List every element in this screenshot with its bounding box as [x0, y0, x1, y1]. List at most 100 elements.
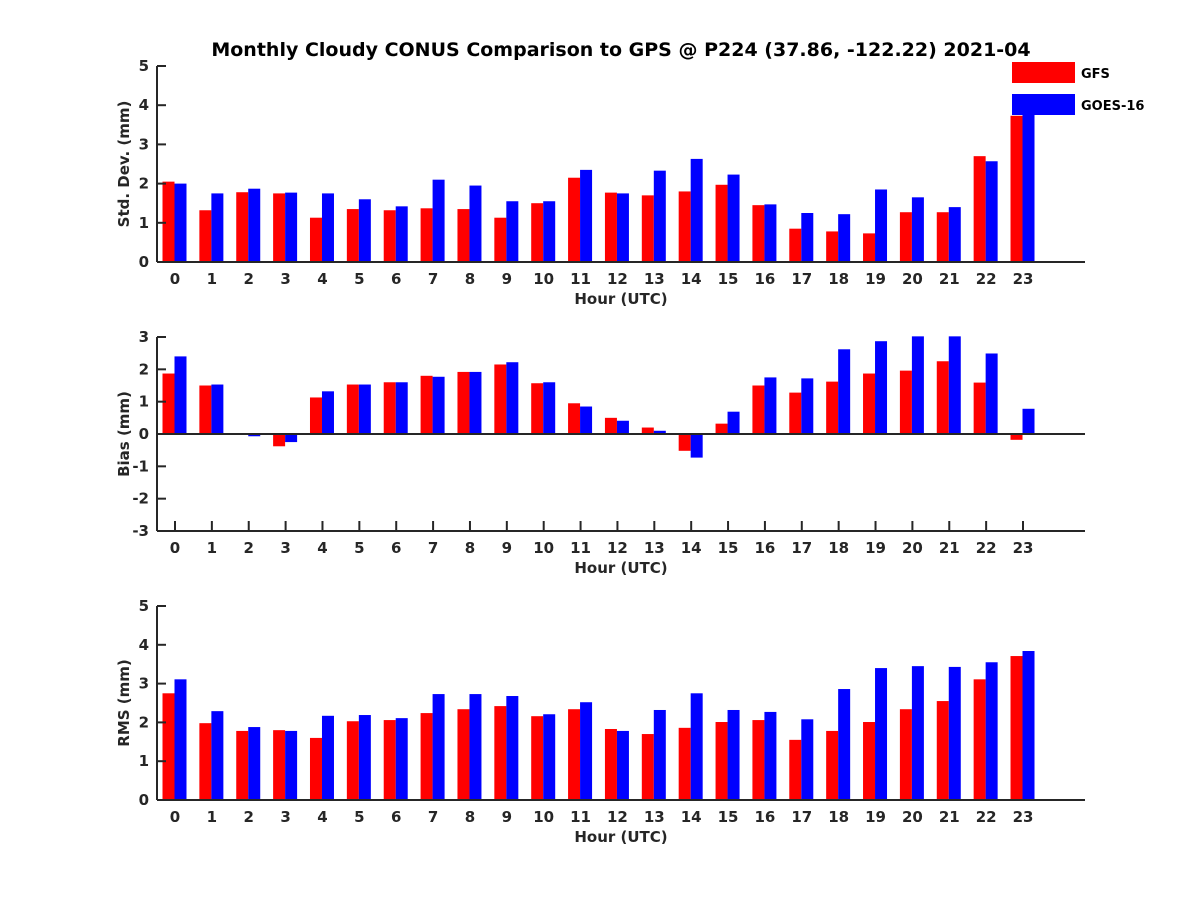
y-tick-label: -1: [132, 457, 149, 475]
bar-gfs-hour-1: [199, 723, 212, 800]
bar-goes16-hour-9: [506, 696, 519, 800]
y-tick-label: 3: [139, 675, 149, 693]
bar-goes16-hour-11: [580, 702, 593, 800]
bar-goes16-hour-21: [948, 207, 961, 262]
bar-gfs-hour-19: [863, 233, 876, 262]
x-tick-label: 15: [718, 539, 739, 557]
y-tick-label: 1: [139, 393, 149, 411]
bar-goes16-hour-5: [358, 715, 371, 800]
bar-gfs-hour-13: [641, 427, 654, 434]
bar-gfs-hour-4: [309, 217, 322, 262]
bar-goes16-hour-7: [432, 694, 445, 800]
bar-goes16-hour-21: [948, 666, 961, 800]
bar-goes16-hour-10: [543, 714, 556, 800]
bar-gfs-hour-10: [531, 716, 544, 800]
x-tick-label: 21: [939, 808, 960, 826]
y-tick-label: 2: [139, 713, 149, 731]
y-tick-label: -2: [132, 490, 149, 508]
bar-goes16-hour-8: [469, 694, 482, 800]
x-tick-label: 20: [902, 539, 923, 557]
bar-gfs-hour-9: [494, 217, 507, 262]
bar-gfs-hour-16: [752, 720, 765, 800]
x-tick-label: 4: [317, 270, 327, 288]
bar-goes16-hour-17: [801, 213, 814, 262]
x-tick-label: 0: [170, 270, 180, 288]
x-tick-label: 0: [170, 808, 180, 826]
bar-goes16-hour-15: [727, 709, 740, 800]
bar-goes16-hour-0: [174, 356, 187, 434]
bar-gfs-hour-5: [346, 209, 359, 262]
bar-gfs-hour-18: [826, 381, 839, 434]
x-tick-label: 13: [644, 270, 665, 288]
bar-goes16-hour-13: [653, 430, 666, 434]
y-tick-label: 5: [139, 57, 149, 75]
bar-gfs-hour-0: [162, 693, 175, 800]
bar-goes16-hour-14: [690, 434, 703, 458]
x-tick-label: 4: [317, 808, 327, 826]
x-tick-label: 3: [280, 539, 290, 557]
bar-goes16-hour-2: [248, 188, 261, 262]
x-tick-label: 17: [791, 539, 812, 557]
x-tick-label: 11: [570, 808, 591, 826]
y-tick-label: -3: [132, 522, 149, 540]
bar-goes16-hour-20: [911, 336, 924, 434]
x-tick-label: 9: [502, 270, 512, 288]
bar-gfs-hour-21: [936, 212, 949, 262]
bar-goes16-hour-22: [985, 353, 998, 434]
bar-gfs-hour-23: [1010, 115, 1023, 262]
x-axis-label: Hour (UTC): [574, 559, 667, 577]
bar-goes16-hour-11: [580, 169, 593, 262]
x-tick-label: 9: [502, 808, 512, 826]
bar-gfs-hour-15: [715, 184, 728, 262]
x-tick-label: 13: [644, 539, 665, 557]
x-tick-label: 23: [1013, 539, 1034, 557]
x-tick-label: 8: [465, 270, 475, 288]
y-tick-label: 3: [139, 135, 149, 153]
x-tick-label: 16: [754, 539, 775, 557]
bar-gfs-hour-22: [973, 382, 986, 434]
bar-goes16-hour-12: [616, 730, 629, 800]
bar-goes16-hour-12: [616, 420, 629, 434]
x-tick-label: 13: [644, 808, 665, 826]
bar-goes16-hour-12: [616, 193, 629, 262]
x-tick-label: 7: [428, 808, 438, 826]
bar-gfs-hour-10: [531, 383, 544, 434]
bar-gfs-hour-14: [678, 434, 691, 451]
x-tick-label: 12: [607, 539, 628, 557]
bar-goes16-hour-18: [838, 214, 851, 262]
bar-goes16-hour-19: [875, 189, 888, 262]
bar-goes16-hour-3: [285, 192, 298, 262]
y-tick-label: 0: [139, 791, 149, 809]
bar-gfs-hour-14: [678, 191, 691, 262]
x-tick-label: 14: [681, 808, 702, 826]
x-tick-label: 17: [791, 270, 812, 288]
bar-gfs-hour-20: [899, 709, 912, 800]
bar-goes16-hour-0: [174, 183, 187, 262]
bar-goes16-hour-16: [764, 204, 777, 262]
x-tick-label: 8: [465, 808, 475, 826]
bar-goes16-hour-6: [395, 382, 408, 434]
bar-goes16-hour-14: [690, 158, 703, 262]
bar-goes16-hour-10: [543, 382, 556, 434]
x-tick-label: 7: [428, 270, 438, 288]
x-tick-label: 14: [681, 539, 702, 557]
bar-goes16-hour-20: [911, 197, 924, 262]
legend-label-gfs: GFS: [1081, 67, 1110, 82]
x-tick-label: 22: [976, 539, 997, 557]
x-tick-label: 16: [754, 270, 775, 288]
chart-title: Monthly Cloudy CONUS Comparison to GPS @…: [211, 39, 1030, 61]
bar-gfs-hour-20: [899, 370, 912, 434]
bar-goes16-hour-16: [764, 377, 777, 434]
bar-gfs-hour-13: [641, 734, 654, 800]
x-tick-label: 10: [533, 539, 554, 557]
x-tick-label: 21: [939, 270, 960, 288]
bar-gfs-hour-2: [236, 730, 249, 800]
bar-goes16-hour-5: [358, 199, 371, 262]
bar-goes16-hour-1: [211, 193, 224, 262]
x-tick-label: 6: [391, 270, 401, 288]
bar-gfs-hour-20: [899, 212, 912, 262]
bar-gfs-hour-4: [309, 397, 322, 434]
bar-gfs-hour-12: [604, 417, 617, 434]
